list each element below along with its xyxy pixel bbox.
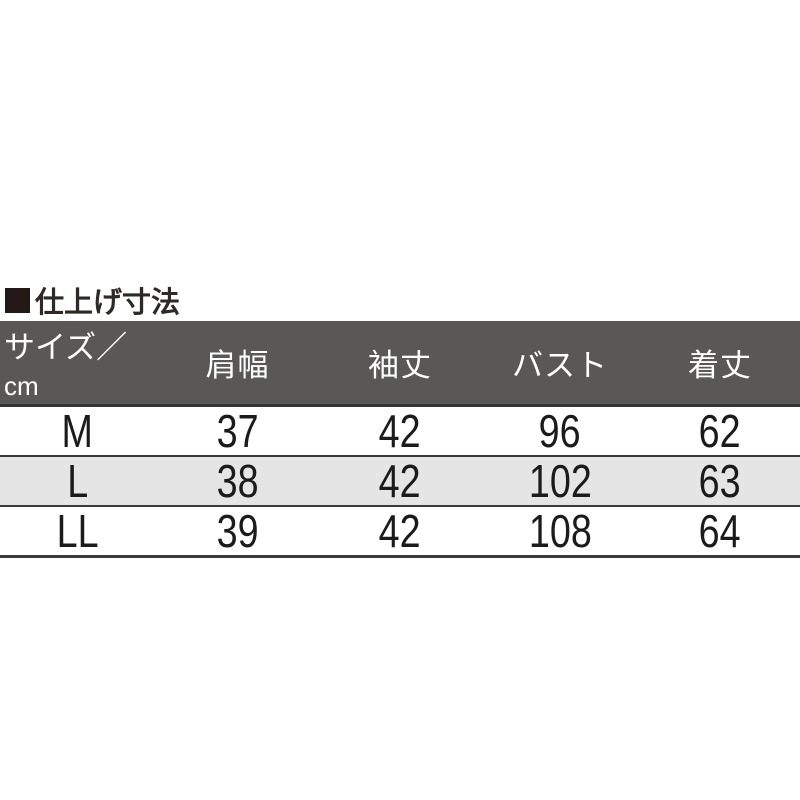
col-header-size-unit: サイズ／ cm [0, 321, 155, 407]
body-length-value: 64 [699, 505, 741, 557]
col-header-bust: バスト [480, 321, 640, 407]
size-label: LL [56, 505, 99, 557]
body-length-value: 62 [699, 405, 741, 457]
shoulder-width-value: 37 [216, 405, 259, 457]
sleeve-length-cell: 42 [320, 405, 480, 457]
sleeve-length-value: 42 [379, 505, 421, 557]
sleeve-length-value: 42 [379, 455, 421, 507]
bust-cell: 102 [480, 455, 640, 507]
sleeve-length-value: 42 [379, 405, 421, 457]
shoulder-width-value: 38 [216, 455, 259, 507]
size-label: M [61, 405, 94, 457]
sleeve-length-cell: 42 [320, 455, 480, 507]
bust-cell: 96 [480, 405, 640, 457]
size-label: L [67, 455, 88, 507]
size-table-header-row: サイズ／ cm 肩幅 袖丈 バスト 着丈 [0, 321, 800, 407]
size-col-label: サイズ／ [4, 330, 128, 365]
body-length-cell: 63 [640, 455, 800, 507]
sleeve-length-cell: 42 [320, 505, 480, 558]
size-row-m: M 37 42 96 62 [0, 405, 800, 457]
bust-value: 96 [539, 405, 581, 457]
shoulder-width-value: 39 [216, 505, 259, 557]
size-label-cell: M [0, 405, 155, 457]
shoulder-width-cell: 39 [155, 505, 320, 558]
size-row-l: L 38 42 102 63 [0, 455, 800, 507]
bust-value: 108 [528, 505, 592, 557]
shoulder-width-cell: 37 [155, 405, 320, 457]
body-length-cell: 62 [640, 405, 800, 457]
unit-cm-label: cm [4, 371, 39, 401]
section-title-text: 仕上げ寸法 [35, 287, 181, 319]
size-label-cell: L [0, 455, 155, 507]
section-title: 仕上げ寸法 [5, 282, 181, 319]
col-header-sleeve-length: 袖丈 [320, 321, 480, 407]
body-length-value: 63 [699, 455, 741, 507]
shoulder-width-cell: 38 [155, 455, 320, 507]
size-table: サイズ／ cm 肩幅 袖丈 バスト 着丈 M 37 42 96 62 L 38 4… [0, 321, 800, 558]
col-header-body-length: 着丈 [640, 321, 800, 407]
body-length-cell: 64 [640, 505, 800, 558]
size-label-cell: LL [0, 505, 155, 558]
size-row-ll: LL 39 42 108 64 [0, 505, 800, 558]
col-header-shoulder-width: 肩幅 [155, 321, 320, 407]
title-square-icon [5, 287, 30, 313]
bust-value: 102 [528, 455, 592, 507]
bust-cell: 108 [480, 505, 640, 558]
